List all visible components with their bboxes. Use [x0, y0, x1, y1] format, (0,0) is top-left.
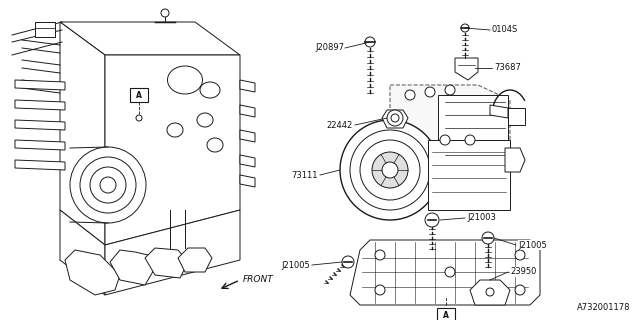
Text: J21005: J21005: [281, 260, 310, 269]
Text: FRONT: FRONT: [243, 276, 274, 284]
Circle shape: [465, 135, 475, 145]
Polygon shape: [60, 22, 105, 245]
Text: J21003: J21003: [467, 213, 496, 222]
Polygon shape: [240, 130, 255, 142]
Polygon shape: [350, 240, 540, 305]
Polygon shape: [390, 85, 510, 175]
Text: 73687: 73687: [494, 63, 521, 73]
Circle shape: [350, 130, 430, 210]
Circle shape: [440, 135, 450, 145]
Circle shape: [372, 152, 408, 188]
Text: 73111: 73111: [291, 171, 318, 180]
Circle shape: [100, 177, 116, 193]
Circle shape: [365, 37, 375, 47]
Circle shape: [445, 267, 455, 277]
Bar: [437, 308, 455, 320]
Circle shape: [340, 120, 440, 220]
Polygon shape: [15, 120, 65, 130]
Polygon shape: [240, 175, 255, 187]
Polygon shape: [105, 210, 240, 295]
Circle shape: [482, 232, 494, 244]
Bar: [438, 95, 508, 170]
Circle shape: [375, 250, 385, 260]
Text: A: A: [136, 91, 142, 100]
Polygon shape: [178, 248, 212, 272]
Polygon shape: [105, 55, 240, 245]
Bar: [130, 88, 148, 102]
Circle shape: [360, 140, 420, 200]
Polygon shape: [470, 280, 510, 305]
Polygon shape: [382, 110, 408, 128]
Circle shape: [375, 285, 385, 295]
Text: 0104S: 0104S: [492, 26, 518, 35]
Polygon shape: [455, 58, 478, 80]
Polygon shape: [145, 248, 188, 278]
Circle shape: [70, 147, 146, 223]
Polygon shape: [505, 148, 525, 172]
Bar: [428, 140, 510, 210]
Polygon shape: [240, 80, 255, 92]
Polygon shape: [60, 210, 105, 295]
Circle shape: [136, 115, 142, 121]
Polygon shape: [110, 250, 155, 285]
Polygon shape: [15, 80, 65, 90]
Polygon shape: [240, 155, 255, 167]
Circle shape: [391, 114, 399, 122]
Polygon shape: [15, 100, 65, 110]
Text: A: A: [443, 310, 449, 319]
Circle shape: [382, 162, 398, 178]
Circle shape: [461, 24, 469, 32]
Circle shape: [90, 167, 126, 203]
Polygon shape: [60, 22, 240, 55]
Circle shape: [161, 9, 169, 17]
Circle shape: [80, 157, 136, 213]
Circle shape: [425, 87, 435, 97]
Circle shape: [515, 285, 525, 295]
Text: 23950: 23950: [510, 268, 536, 276]
Circle shape: [387, 110, 403, 126]
Circle shape: [445, 85, 455, 95]
Text: J21005: J21005: [518, 241, 547, 250]
Circle shape: [342, 256, 354, 268]
Circle shape: [405, 90, 415, 100]
Polygon shape: [15, 140, 65, 150]
Polygon shape: [65, 250, 120, 295]
Bar: [35, 22, 55, 37]
Text: A732001178: A732001178: [577, 303, 630, 312]
Text: J20897: J20897: [315, 44, 344, 52]
Polygon shape: [508, 108, 525, 125]
Circle shape: [486, 288, 494, 296]
Polygon shape: [15, 160, 65, 170]
Text: 22442: 22442: [327, 121, 353, 130]
Polygon shape: [240, 105, 255, 117]
Circle shape: [425, 213, 439, 227]
Circle shape: [515, 250, 525, 260]
Polygon shape: [490, 105, 508, 118]
